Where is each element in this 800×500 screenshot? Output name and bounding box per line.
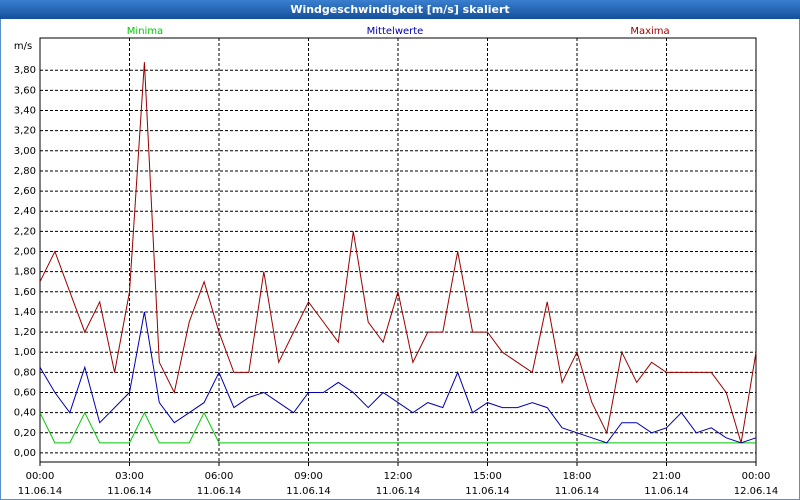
x-tick-label: 18:00 [563,471,592,482]
legend-entry: Maxima [630,26,669,37]
x-tick-label: 11.06.14 [18,486,63,497]
chart-title: Windgeschwindigkeit [m/s] skaliert [290,3,509,16]
y-tick-label: 1,80 [14,267,36,278]
y-tick-label: 1,40 [14,307,36,318]
x-tick-label: 11.06.14 [644,486,689,497]
y-tick-label: 2,40 [14,206,36,217]
x-tick-label: 11.06.14 [197,486,242,497]
y-tick-label: 1,20 [14,327,36,338]
x-tick-label: 06:00 [205,471,234,482]
x-tick-label: 21:00 [652,471,681,482]
x-tick-label: 12:00 [384,471,413,482]
series-line [39,411,756,444]
x-tick-label: 00:00 [742,471,771,482]
y-tick-label: 0,00 [14,448,36,459]
y-tick-label: 0,80 [14,367,36,378]
y-tick-label: 2,80 [14,166,36,177]
legend-entry: Minima [127,26,163,37]
y-tick-label: 3,80 [14,65,36,76]
y-tick-label: 3,00 [14,146,36,157]
title-bar [0,0,800,19]
x-tick-label: 11.06.14 [286,486,331,497]
x-tick-label: 00:00 [26,471,55,482]
y-tick-label: 3,20 [14,126,36,137]
y-tick-label: 3,40 [14,106,36,117]
y-tick-label: 0,40 [14,408,36,419]
x-tick-label: 11.06.14 [376,486,421,497]
x-tick-label: 09:00 [294,471,323,482]
y-tick-label: 0,20 [14,428,36,439]
series-line [39,62,757,444]
y-tick-label: 1,00 [14,347,36,358]
y-tick-label: 2,20 [14,226,36,237]
y-tick-label: 1,60 [14,287,36,298]
x-tick-label: 11.06.14 [555,486,600,497]
y-tick-label: 2,00 [14,247,36,258]
x-tick-label: 11.06.14 [465,486,510,497]
y-tick-label: 2,60 [14,186,36,197]
series-line [39,311,757,444]
legend-entry: Mittelwerte [367,26,424,37]
y-tick-label: 3,60 [14,85,36,96]
y-tick-label: 0,60 [14,388,36,399]
x-tick-label: 03:00 [115,471,144,482]
x-tick-label: 15:00 [473,471,502,482]
x-tick-label: 12.06.14 [734,486,779,497]
x-tick-label: 11.06.14 [107,486,152,497]
y-axis-label: m/s [14,41,32,52]
